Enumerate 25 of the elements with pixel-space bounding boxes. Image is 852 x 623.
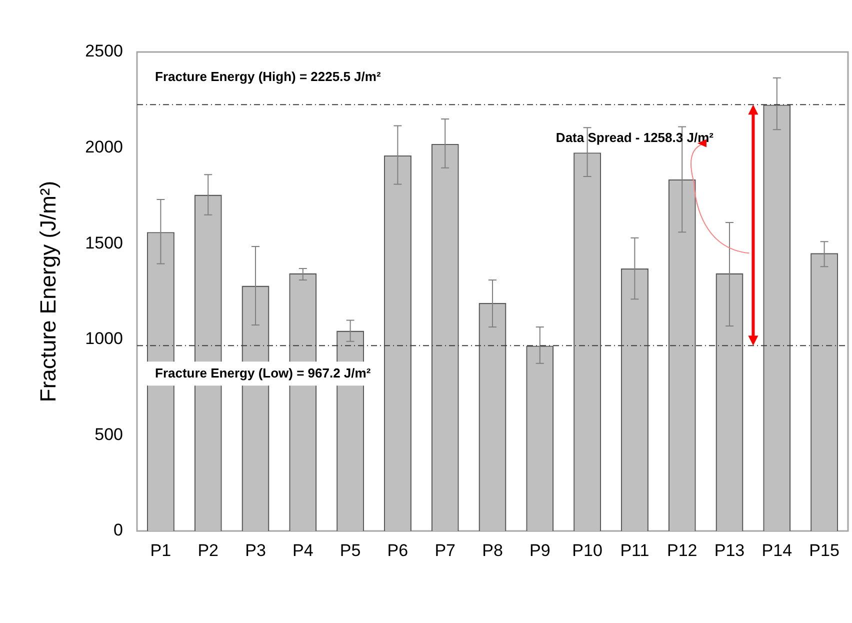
ref-line-label: Fracture Energy (Low) = 967.2 J/m² xyxy=(155,365,372,380)
x-tick-label: P11 xyxy=(620,540,650,560)
y-axis-title: Fracture Energy (J/m²) xyxy=(35,180,60,402)
y-tick-label: 1000 xyxy=(85,329,123,348)
y-tick-label: 1500 xyxy=(85,233,123,252)
y-tick-label: 2000 xyxy=(85,137,123,156)
x-tick-label: P5 xyxy=(340,540,361,560)
x-tick-label: P12 xyxy=(666,540,698,560)
annotation: Data Spread - 1258.3 J/m² xyxy=(556,130,714,145)
y-tick-label: 2500 xyxy=(85,42,123,61)
x-tick-label: P7 xyxy=(434,540,456,560)
x-tick-label: P15 xyxy=(809,540,840,560)
x-tick-label: P6 xyxy=(387,540,408,560)
x-tick-label: P10 xyxy=(572,540,602,560)
x-tick-label: P9 xyxy=(530,540,550,560)
x-tick-label: P4 xyxy=(292,540,314,560)
x-tick-label: P3 xyxy=(245,540,266,560)
x-tick-label: P13 xyxy=(714,540,745,560)
y-tick-label: 500 xyxy=(94,424,123,444)
ref-line-label: Fracture Energy (High) = 2225.5 J/m² xyxy=(155,69,382,84)
x-tick-label: P2 xyxy=(198,540,218,560)
y-tick-label: 0 xyxy=(114,520,123,540)
x-tick-label: P14 xyxy=(762,540,792,560)
x-tick-label: P1 xyxy=(150,540,172,560)
x-tick-label: P8 xyxy=(482,540,503,560)
